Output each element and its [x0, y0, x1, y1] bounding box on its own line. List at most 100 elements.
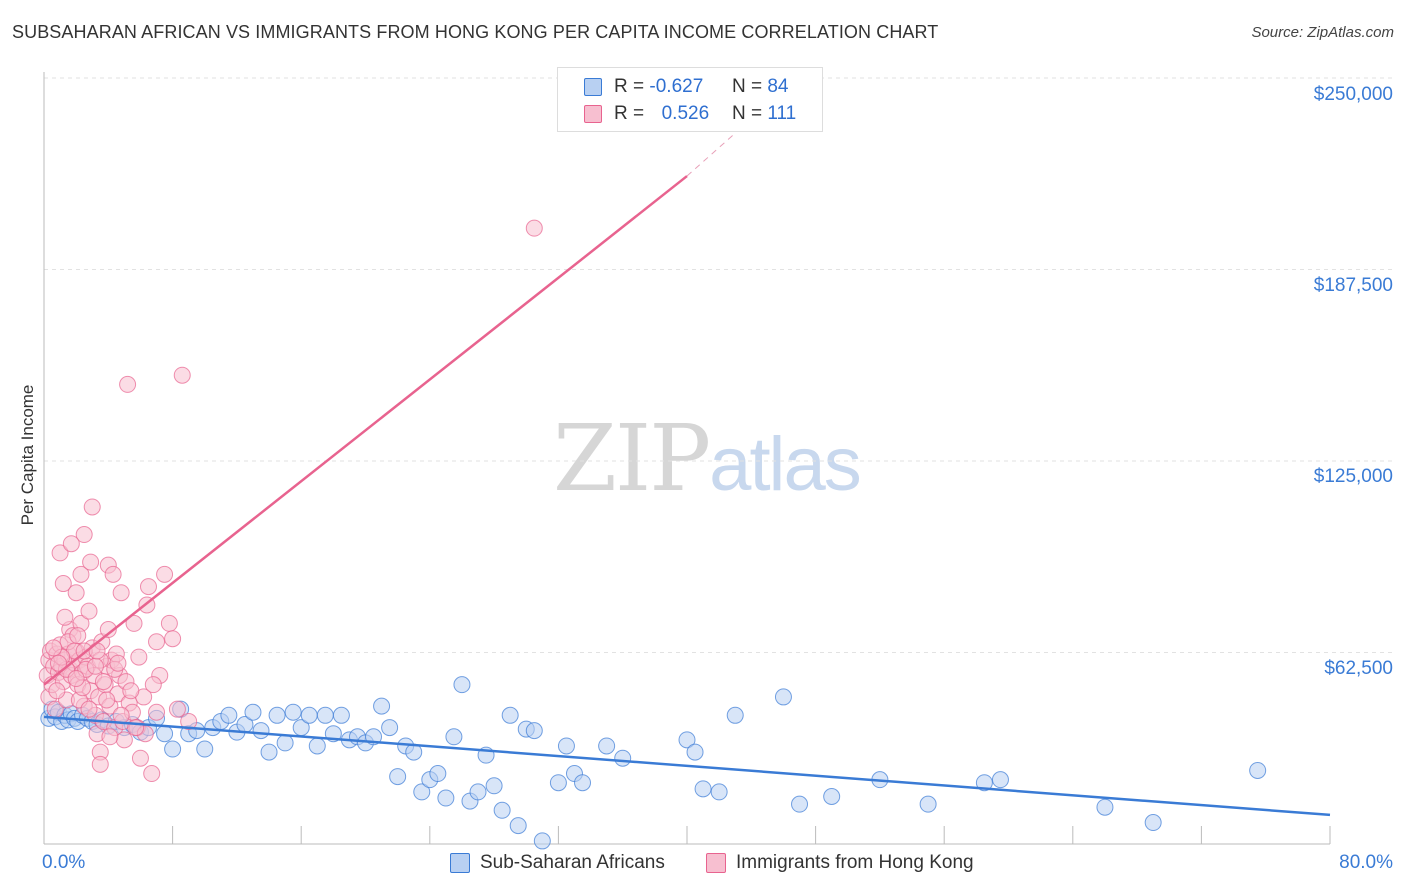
pink-data-point — [80, 602, 98, 620]
pink-data-point — [45, 639, 63, 657]
pink-trend-extension — [686, 132, 736, 177]
blue-data-point — [381, 719, 399, 737]
blue-data-point — [493, 801, 511, 819]
blue-data-point — [1249, 761, 1267, 779]
pink-data-point — [144, 676, 162, 694]
pink-data-point — [75, 526, 93, 544]
y-tick-label: $187,500 — [1313, 275, 1393, 296]
pink-data-point — [525, 219, 543, 237]
pink-data-point — [112, 706, 130, 724]
pink-data-point — [125, 614, 143, 632]
y-tick-label: $62,500 — [1324, 658, 1393, 679]
pink-data-point — [180, 712, 198, 730]
pink-data-point — [67, 584, 85, 602]
blue-data-point — [389, 768, 407, 786]
blue-data-point — [557, 737, 575, 755]
source-label: Source: ZipAtlas.com — [1251, 24, 1394, 41]
blue-data-point — [437, 789, 455, 807]
stats-row-blue: R = -0.627 N = 84 — [558, 74, 788, 100]
pink-data-point — [48, 682, 66, 700]
pink-data-point — [80, 700, 98, 718]
blue-data-point — [919, 795, 937, 813]
pink-data-point — [112, 584, 130, 602]
pink-data-point — [91, 755, 109, 773]
pink-data-point — [109, 654, 127, 672]
pink-data-point — [148, 633, 166, 651]
watermark: ZIPatlas — [553, 405, 862, 512]
legend-item-blue[interactable]: Sub-Saharan Africans — [450, 852, 665, 874]
pink-data-point — [104, 565, 122, 583]
blue-data-point — [332, 706, 350, 724]
blue-data-point — [485, 777, 503, 795]
blue-swatch — [584, 78, 602, 96]
pink-data-point — [51, 544, 69, 562]
stats-row-pink: R = 0.526 N = 111 — [558, 101, 796, 127]
pink-data-point — [160, 614, 178, 632]
blue-data-point — [156, 725, 174, 743]
y-axis-label: Per Capita Income — [18, 384, 37, 526]
blue-data-point — [525, 722, 543, 740]
pink-data-point — [119, 375, 137, 393]
blue-data-point — [308, 737, 326, 755]
pink-data-point — [56, 608, 74, 626]
blue-data-point — [300, 706, 318, 724]
blue-data-point — [678, 731, 696, 749]
legend-item-pink[interactable]: Immigrants from Hong Kong — [706, 852, 974, 874]
blue-data-point — [1096, 798, 1114, 816]
blue-data-point — [791, 795, 809, 813]
n-value: 111 — [767, 103, 797, 124]
pink-data-point — [62, 535, 80, 553]
blue-data-point — [413, 783, 431, 801]
pink-data-point — [83, 498, 101, 516]
blue-data-point — [726, 706, 744, 724]
watermark-atlas: atlas — [709, 422, 862, 507]
y-tick-label: $125,000 — [1313, 466, 1393, 487]
pink-data-point — [148, 703, 166, 721]
blue-data-point — [316, 706, 334, 724]
pink-data-point — [101, 728, 119, 746]
blue-data-point — [429, 765, 447, 783]
blue-data-point — [694, 780, 712, 798]
pink-data-point — [156, 565, 174, 583]
watermark-zip: ZIP — [553, 405, 711, 512]
legend-pink-label: Immigrants from Hong Kong — [736, 852, 974, 873]
blue-data-point — [244, 703, 262, 721]
blue-data-point — [549, 774, 567, 792]
blue-data-point — [509, 817, 527, 835]
blue-data-point — [453, 676, 471, 694]
blue-data-point — [284, 703, 302, 721]
blue-data-point — [686, 743, 704, 761]
pink-data-point — [99, 621, 117, 639]
pink-data-point — [86, 657, 104, 675]
legend-pink-swatch — [706, 853, 726, 873]
n-label: N = — [731, 76, 763, 97]
y-tick-label: $250,000 — [1313, 84, 1393, 105]
blue-data-point — [276, 734, 294, 752]
pink-swatch — [584, 105, 602, 123]
blue-trend-line — [43, 715, 1331, 817]
blue-data-point — [196, 740, 214, 758]
stats-box: R = -0.627 N = 84 R = 0.526 N = 111 — [557, 67, 823, 132]
pink-data-point — [69, 627, 87, 645]
pink-data-point — [67, 670, 85, 688]
blue-data-point — [533, 832, 551, 850]
pink-data-point — [131, 749, 149, 767]
legend-blue-swatch — [450, 853, 470, 873]
blue-data-point — [975, 774, 993, 792]
pink-data-point — [94, 673, 112, 691]
pink-trend-line — [43, 175, 688, 686]
pink-data-point — [139, 578, 157, 596]
blue-data-point — [469, 783, 487, 801]
pink-data-point — [88, 642, 106, 660]
n-label: N = — [731, 103, 763, 124]
blue-data-point — [252, 722, 270, 740]
r-label: R = — [614, 76, 645, 97]
x-tick-label: 0.0% — [42, 852, 86, 873]
blue-data-point — [823, 788, 841, 806]
blue-data-point — [574, 774, 592, 792]
pink-data-point — [168, 700, 186, 718]
blue-data-point — [220, 706, 238, 724]
blue-data-point — [598, 737, 616, 755]
pink-data-point — [122, 682, 140, 700]
blue-data-point — [991, 771, 1009, 789]
